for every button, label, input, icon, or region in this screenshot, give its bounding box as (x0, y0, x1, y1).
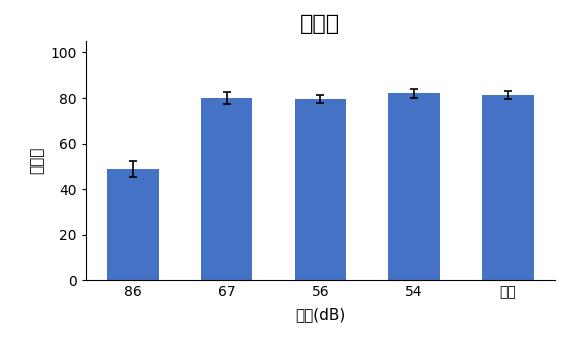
X-axis label: 음압(dB): 음압(dB) (295, 308, 345, 323)
Bar (107, 169, 158, 280)
Y-axis label: 예화아: 예화아 (30, 147, 45, 174)
Title: 우화율: 우화율 (300, 14, 340, 34)
Bar (482, 95, 534, 280)
Bar (201, 98, 252, 280)
Bar (388, 93, 440, 280)
Bar (295, 99, 346, 280)
